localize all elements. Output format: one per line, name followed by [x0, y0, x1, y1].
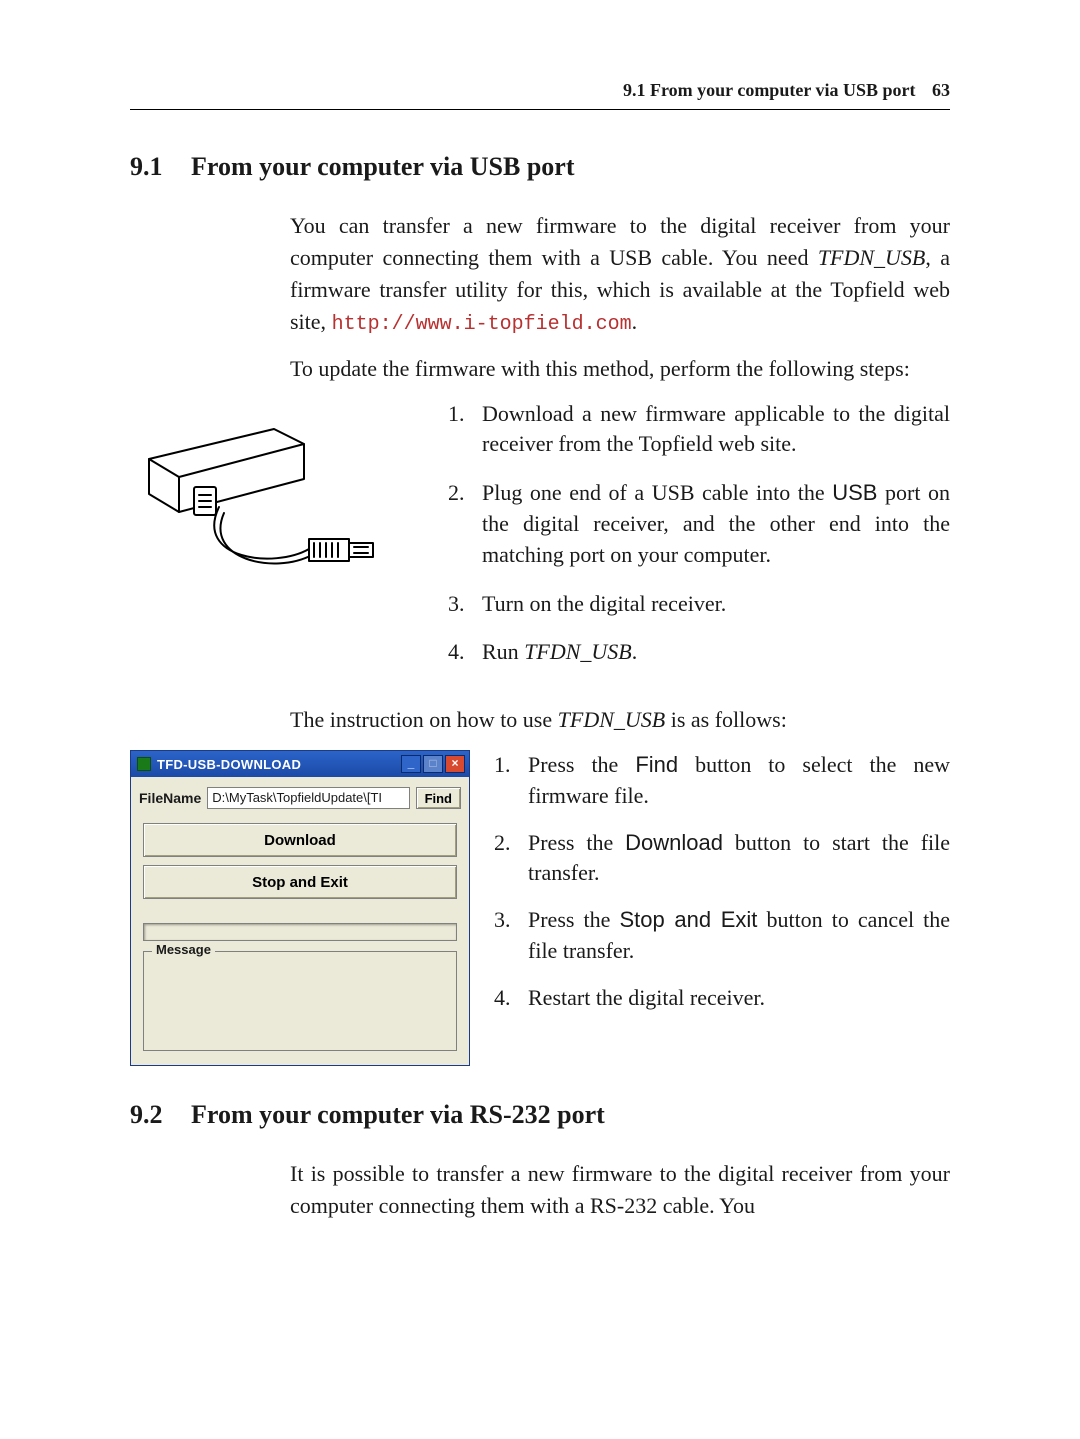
tfdn-steps-list: Press the Find button to select the new … [494, 750, 950, 1014]
instruction-intro: The instruction on how to use TFDN_USB i… [290, 704, 950, 736]
message-box: Message [143, 951, 457, 1051]
section-number: 9.1 [130, 152, 163, 181]
running-header: 9.1 From your computer via USB port 63 [130, 80, 950, 110]
minimize-button[interactable]: _ [401, 755, 421, 773]
intro-paragraph-2: To update the firmware with this method,… [290, 353, 950, 385]
window-titlebar: TFD-USB-DOWNLOAD _ □ × [131, 751, 469, 777]
topfield-url[interactable]: http://www.i-topfield.com [332, 313, 632, 336]
tfdn-usb-name: TFDN_USB [818, 245, 926, 270]
app-icon [137, 757, 151, 771]
header-text: 9.1 From your computer via USB port [623, 80, 916, 100]
cable-illustration [130, 399, 424, 624]
download-button[interactable]: Download [143, 823, 457, 857]
stop-exit-button[interactable]: Stop and Exit [143, 865, 457, 899]
page-number: 63 [932, 80, 950, 100]
intro-paragraph-1: You can transfer a new firmware to the d… [290, 210, 950, 339]
maximize-button[interactable]: □ [423, 755, 443, 773]
tfdn-step-1: Press the Find button to select the new … [494, 750, 950, 812]
step-4: Run TFDN_USB. [448, 637, 950, 668]
step-2: Plug one end of a USB cable into the USB… [448, 478, 950, 570]
step-3: Turn on the digital receiver. [448, 589, 950, 620]
file-row: FileName D:\MyTask\TopfieldUpdate\[TI Fi… [131, 777, 469, 819]
step-1: Download a new firmware applicable to th… [448, 399, 950, 461]
tfdn-step-3: Press the Stop and Exit button to cancel… [494, 905, 950, 967]
progress-bar [143, 923, 457, 941]
tfd-usb-window: TFD-USB-DOWNLOAD _ □ × FileName D:\MyTas… [130, 750, 470, 1066]
find-inline: Find [635, 752, 678, 777]
section-title-92: From your computer via RS-232 port [191, 1100, 605, 1129]
tfdn-step-2: Press the Download button to start the f… [494, 828, 950, 890]
filename-input[interactable]: D:\MyTask\TopfieldUpdate\[TI [207, 787, 409, 809]
filename-label: FileName [139, 790, 201, 806]
tfdn-run: TFDN_USB [524, 639, 632, 664]
section-9.2-para: It is possible to transfer a new firmwar… [290, 1158, 950, 1222]
screenshot-steps-row: TFD-USB-DOWNLOAD _ □ × FileName D:\MyTas… [130, 750, 950, 1066]
usb-port-label: USB [832, 480, 877, 505]
tfdn-inline: TFDN_USB [558, 707, 666, 732]
section-number-92: 9.2 [130, 1100, 163, 1129]
illustration-steps-row: Download a new firmware applicable to th… [130, 399, 950, 687]
firmware-steps-list: Download a new firmware applicable to th… [448, 399, 950, 669]
stop-inline: Stop and Exit [619, 907, 757, 932]
find-button[interactable]: Find [416, 787, 461, 809]
section-9.2-heading: 9.2 From your computer via RS-232 port [130, 1100, 950, 1130]
window-title: TFD-USB-DOWNLOAD [157, 757, 401, 772]
section-9.1-heading: 9.1 From your computer via USB port [130, 152, 950, 182]
close-button[interactable]: × [445, 755, 465, 773]
section-title: From your computer via USB port [191, 152, 575, 181]
tfdn-step-4: Restart the digital receiver. [494, 983, 950, 1014]
download-inline: Download [625, 830, 723, 855]
message-label: Message [152, 942, 215, 957]
